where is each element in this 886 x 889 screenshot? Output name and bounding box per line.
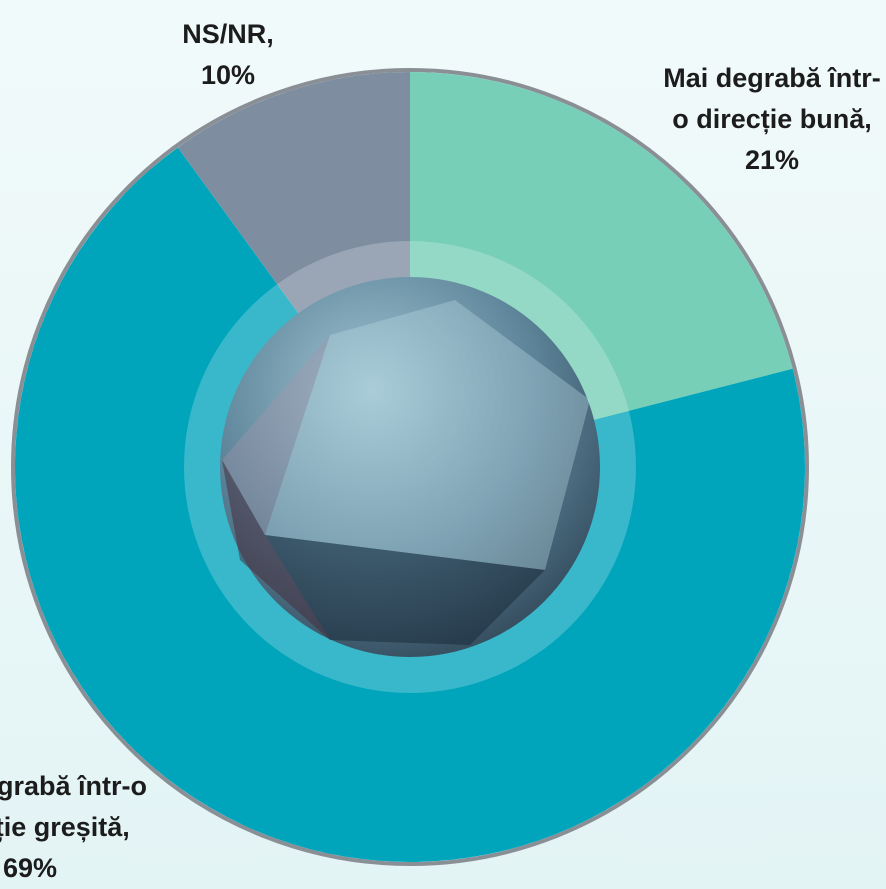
category-label: Mai degrabă într-o direcție greșită, bbox=[0, 771, 148, 842]
value-label: 21% bbox=[744, 145, 800, 175]
outer-ring bbox=[11, 68, 809, 866]
facet bbox=[222, 460, 330, 640]
facet bbox=[222, 335, 330, 535]
data-label: NS/NR, 10% bbox=[148, 14, 308, 96]
data-label: Mai degrabă într-o direcție bună, 21% bbox=[662, 58, 882, 181]
data-label: Mai degrabă într-o direcție greșită, 69% bbox=[0, 766, 170, 889]
value-label: 10% bbox=[200, 60, 256, 90]
facet bbox=[265, 300, 590, 570]
inner-core bbox=[220, 277, 600, 657]
facet bbox=[265, 535, 545, 645]
category-label: Mai degrabă într-o direcție bună, bbox=[663, 63, 881, 134]
category-label: NS/NR, bbox=[182, 19, 274, 49]
value-label: 69% bbox=[2, 853, 58, 883]
